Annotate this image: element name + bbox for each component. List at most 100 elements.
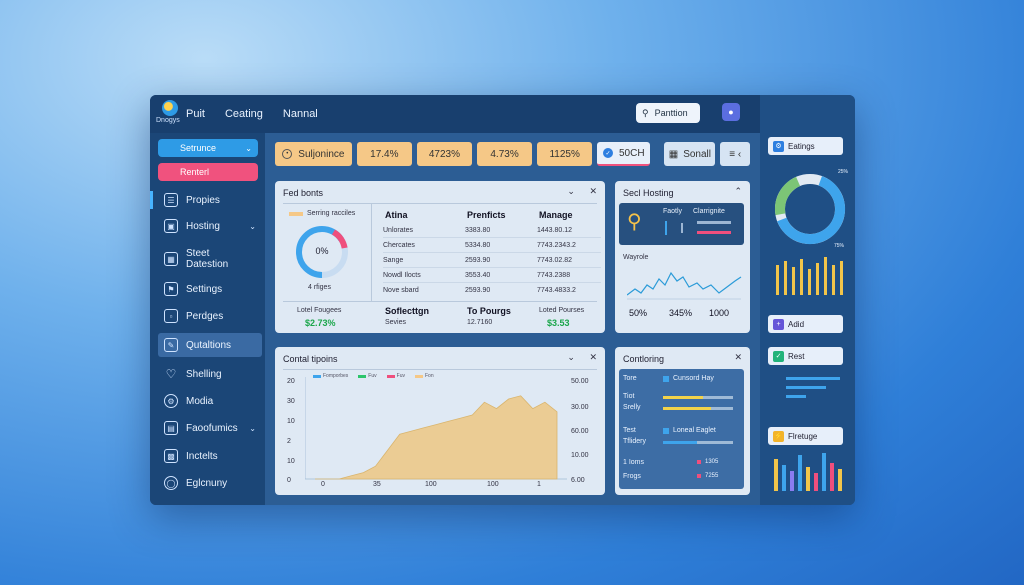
stat-card[interactable]: 4.73%: [476, 142, 533, 166]
table-cell: Nowdl Ilocts: [383, 271, 421, 279]
column-header[interactable]: Atina: [385, 210, 408, 220]
sidebar-item-faoofumics[interactable]: ▤ Faoofumics ⌄: [158, 416, 262, 440]
y-tick-right: 50.00: [571, 378, 589, 385]
data-table: Unlorates 3383.80 1443.80.12 Chercates 5…: [383, 223, 601, 298]
search-label: Panttion: [654, 108, 688, 118]
legend-item[interactable]: Fuv: [386, 373, 405, 379]
sidebar-item-label: Settings: [186, 283, 223, 295]
table-row[interactable]: Nowdl Ilocts 3553.40 7743.2388: [383, 268, 601, 283]
legend-item[interactable]: Fomporbes: [313, 373, 348, 379]
x-tick: 35: [373, 481, 381, 488]
footer-label: Loted Pourses: [539, 307, 585, 314]
table-cell: 5334.80: [465, 241, 491, 249]
close-icon[interactable]: ✕: [589, 186, 597, 196]
table-cell: 7743.02.82: [537, 256, 573, 264]
y-tick-left: 20: [287, 378, 295, 385]
table-row[interactable]: Nove sbard 2593.90 7743.4833.2: [383, 283, 601, 298]
card-controls: ⌃: [722, 186, 742, 197]
sidebar-item-label: Hosting: [186, 220, 220, 232]
sidebar-item-perdges[interactable]: ▫ Perdges: [158, 304, 262, 328]
flretuge-button[interactable]: ⚡ Flretuge: [768, 427, 843, 445]
menu-item-ceating[interactable]: Ceating: [224, 108, 263, 120]
stat-card[interactable]: 17.4%: [356, 142, 412, 166]
sidebar-item-inctelts[interactable]: ▩ Inctelts: [158, 444, 262, 468]
table-cell: Sange: [383, 256, 404, 264]
row-value: Cunsord Hay: [673, 375, 714, 382]
sidebar-item-qutaltions[interactable]: ✎ Qutaltions: [158, 333, 262, 357]
table-row[interactable]: Sange 2593.90 7743.02.82: [383, 253, 601, 268]
folder-icon: ▤: [164, 421, 178, 435]
sidebar-item-settings[interactable]: ⚑ Settings: [158, 277, 262, 301]
stat-card[interactable]: • Suljonince: [275, 142, 352, 166]
inner-panel: Tore Cunsord Hay Tiot Srelly Test Loneal…: [619, 369, 744, 489]
sidebar-item-shelling[interactable]: ♡ Shelling: [158, 362, 262, 386]
stat-card[interactable]: 1125%: [537, 142, 593, 166]
footer-label: Lotel Fougees: [297, 307, 342, 314]
ring-chart: [775, 174, 845, 244]
sidebar-item-label: Propies: [186, 194, 220, 206]
sidebar-primary-label: Setrunce: [180, 143, 217, 153]
stat-label: Suljonince: [298, 148, 345, 160]
user-icon[interactable]: ●: [722, 103, 740, 121]
view-button[interactable]: ▦ Sonall: [664, 142, 716, 166]
table-row[interactable]: Unlorates 3383.80 1443.80.12: [383, 223, 601, 238]
close-icon[interactable]: ✕: [734, 352, 742, 362]
legend-swatch: [289, 211, 303, 216]
legend-swatch: [663, 376, 669, 382]
footer-label: Soflecttgn: [385, 306, 429, 316]
pill-label: Eatings: [788, 141, 815, 151]
dot-marker: [697, 460, 701, 464]
column-header[interactable]: Prenficts: [467, 210, 506, 220]
inner-label: Clarrignite: [693, 208, 725, 215]
sidebar-item-modia[interactable]: ⚙ Modia: [158, 389, 262, 413]
doc-icon: ▫: [164, 309, 178, 323]
app-logo[interactable]: Dnogys: [150, 95, 186, 133]
sidebar-item-label: Inctelts: [186, 450, 218, 462]
logo-mark: [162, 100, 178, 116]
table-cell: 2593.90: [465, 287, 491, 294]
rest-button[interactable]: ✓ Rest: [768, 347, 843, 365]
legend-item[interactable]: Fon: [414, 373, 434, 379]
controlling-card: Contloring ✕ Tore Cunsord Hay Tiot Srell…: [615, 347, 750, 495]
sidebar: Setrunce ⌄ Renterl ☰ Propies ▣ Hosting ⌄…: [150, 133, 265, 505]
sidebar-item-steet-datestion[interactable]: ▦ Steet Datestion: [158, 244, 262, 274]
sidebar-secondary-button[interactable]: Renterl: [158, 163, 258, 181]
stat-card-selected[interactable]: ✓ 50CH: [597, 142, 651, 166]
logo-text: Dnogys: [156, 117, 180, 124]
y-tick-right: 60.00: [571, 428, 589, 435]
menu-item-puit[interactable]: Puit: [186, 108, 205, 120]
collapse-button[interactable]: ≡ ‹: [720, 142, 750, 166]
chevron-down-icon: ⌄: [245, 143, 252, 153]
stat-card[interactable]: 4723%: [416, 142, 472, 166]
stat-value: 50CH: [618, 147, 645, 159]
add-button[interactable]: + Adid: [768, 315, 843, 333]
sidebar-item-propies[interactable]: ☰ Propies: [150, 188, 262, 212]
menu-item-nannal[interactable]: Nannal: [282, 108, 318, 120]
stat-value: 1125%: [549, 148, 580, 160]
sidebar-primary-button[interactable]: Setrunce ⌄: [158, 139, 258, 157]
stats-row: • Suljonince 17.4% 4723% 4.73% 1125% ✓ 5…: [275, 142, 750, 166]
row-label: Srelly: [623, 404, 641, 411]
stat-number: 1000: [709, 308, 730, 318]
legend-item[interactable]: Fuv: [358, 373, 377, 379]
chevron-down-icon[interactable]: ⌄: [567, 352, 575, 362]
column-header[interactable]: Manage: [539, 210, 573, 220]
search-box[interactable]: ⚲ Panttion: [636, 103, 700, 123]
progress-bar: [663, 441, 697, 444]
eatings-button[interactable]: ⚙ Eatings: [768, 137, 843, 155]
y-tick-left: 0: [287, 477, 291, 484]
chevron-down-icon[interactable]: ⌄: [567, 186, 575, 196]
progress-track: [663, 441, 733, 444]
chevron-up-icon[interactable]: ⌃: [734, 186, 742, 196]
sidebar-item-hosting[interactable]: ▣ Hosting ⌄: [158, 214, 262, 238]
sidebar-item-eglcnuny[interactable]: ◯ Eglcnuny: [158, 471, 262, 495]
row-label: Tiot: [623, 393, 635, 400]
close-icon[interactable]: ✕: [589, 352, 597, 362]
inner-panel: ⚲ Faotly Clarrignite: [619, 203, 744, 245]
sidebar-item-label: Steet Datestion: [186, 248, 229, 270]
stat-value: 17.4%: [370, 148, 399, 160]
progress-bar: [697, 221, 731, 224]
table-row[interactable]: Chercates 5334.80 7743.2343.2: [383, 238, 601, 253]
x-tick: 100: [425, 481, 437, 488]
footer-label: To Pourgs: [467, 306, 511, 316]
